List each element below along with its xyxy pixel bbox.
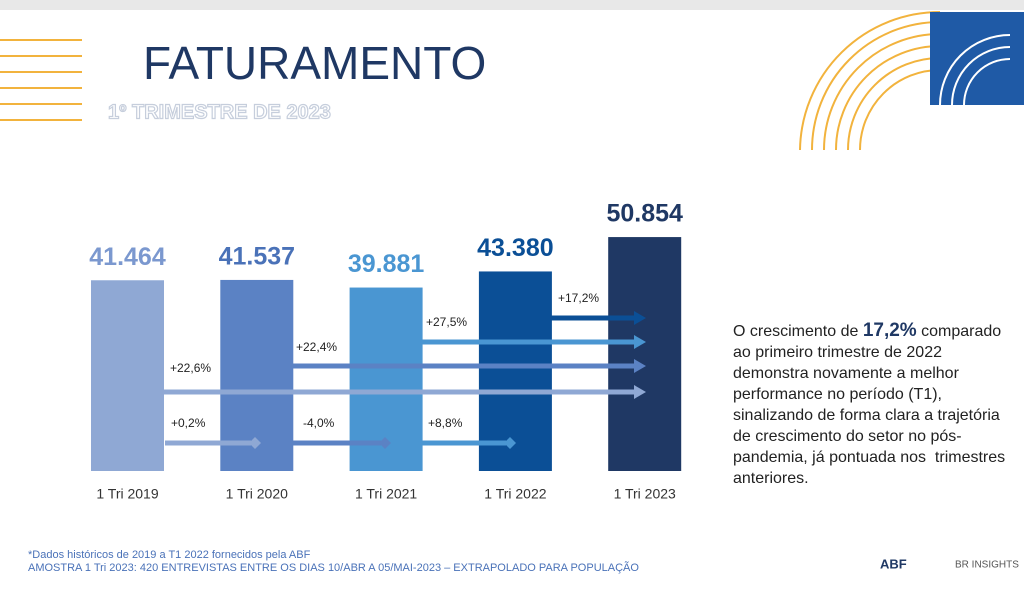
commentary-text: comparado ao primeiro trimestre de 2022 … (733, 323, 1010, 487)
bar (608, 237, 682, 471)
logo: ABF (880, 556, 907, 571)
x-tick-label: 1 Tri 2021 (355, 486, 417, 502)
growth-arrow-head (634, 359, 646, 373)
commentary: O crescimento de 17,2% comparado ao prim… (733, 320, 1018, 489)
value-label: 41.537 (219, 243, 295, 271)
value-label: 41.464 (89, 243, 166, 271)
footnote: AMOSTRA 1 Tri 2023: 420 ENTREVISTAS ENTR… (28, 561, 639, 574)
commentary-text: O crescimento de (733, 323, 863, 340)
growth-arrow-head (379, 437, 391, 449)
value-label: 43.380 (477, 234, 553, 262)
decor-arcs-white (939, 34, 1011, 106)
growth-label: +17,2% (558, 291, 599, 305)
growth-label: -4,0% (303, 416, 335, 430)
growth-label: +8,8% (428, 416, 463, 430)
bar (478, 271, 552, 471)
growth-arrow-head (634, 335, 646, 349)
logo: BR INSIGHTS (955, 560, 1019, 571)
growth-arrow-head (634, 385, 646, 399)
footnote: *Dados históricos de 2019 a T1 2022 forn… (28, 549, 311, 561)
growth-label: +22,6% (170, 361, 211, 375)
growth-label: +0,2% (171, 416, 206, 430)
x-tick-label: 1 Tri 2022 (484, 486, 546, 502)
x-tick-label: 1 Tri 2020 (226, 486, 288, 502)
title: FATURAMENTO (143, 37, 486, 89)
slide: FATURAMENTO 1º TRIMESTRE DE 2023 *Dados … (0, 10, 1024, 591)
growth-label: +22,4% (296, 340, 337, 354)
decor-arcs (799, 11, 941, 151)
subtitle: 1º TRIMESTRE DE 2023 (108, 101, 331, 123)
growth-arrow-head (504, 437, 516, 449)
x-tick-label: 1 Tri 2019 (96, 486, 158, 502)
decor-lines (0, 39, 82, 121)
commentary-highlight: 17,2% (862, 320, 917, 341)
bar (91, 280, 164, 471)
value-label: 50.854 (606, 200, 683, 228)
growth-arrow-head (249, 437, 261, 449)
growth-label: +27,5% (426, 315, 467, 329)
growth-arrow-head (634, 311, 646, 325)
chart: FATURAMENTO 1º TRIMESTRE DE 2023 *Dados … (0, 11, 1024, 574)
value-label: 39.881 (348, 250, 425, 278)
x-tick-label: 1 Tri 2023 (614, 486, 676, 502)
